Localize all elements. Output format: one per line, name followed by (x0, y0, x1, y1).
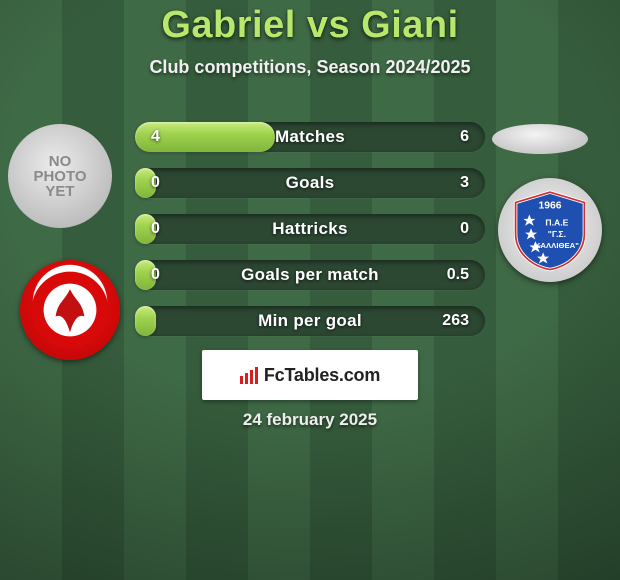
badge-year: 1966 (539, 201, 562, 212)
stat-label: Hattricks (135, 214, 485, 244)
player-right-photo (492, 124, 588, 154)
player-left-photo: NOPHOTOYET (8, 124, 112, 228)
club-left-badge (20, 260, 120, 360)
no-photo-text: NOPHOTOYET (33, 154, 86, 199)
date-label: 24 february 2025 (0, 410, 620, 430)
club-right-badge-svg: 1966 Π.Α.Ε "Γ.Σ. ΚΑΛΛΙΘΕΑ" (507, 187, 593, 273)
content: Gabriel vs Giani Club competitions, Seas… (0, 0, 620, 580)
stat-value-right: 0.5 (447, 260, 469, 290)
stat-value-right: 263 (442, 306, 469, 336)
stat-value-right: 0 (460, 214, 469, 244)
stat-rows: 4Matches60Goals30Hattricks00Goals per ma… (135, 122, 485, 352)
stat-row: Min per goal263 (135, 306, 485, 336)
stat-row: 0Goals3 (135, 168, 485, 198)
stat-row: 0Hattricks0 (135, 214, 485, 244)
stat-label: Goals (135, 168, 485, 198)
stat-row: 4Matches6 (135, 122, 485, 152)
badge-line1: Π.Α.Ε (545, 218, 568, 228)
no-photo-label: NOPHOTOYET (33, 153, 86, 200)
club-left-badge-svg (30, 270, 110, 350)
brand-text: FcTables.com (264, 365, 380, 386)
stat-value-right: 3 (460, 168, 469, 198)
badge-line2: "Γ.Σ. (548, 229, 566, 239)
badge-line3: ΚΑΛΛΙΘΕΑ" (535, 241, 579, 250)
stat-value-right: 6 (460, 122, 469, 152)
brand-box: FcTables.com (202, 350, 418, 400)
stat-label: Min per goal (135, 306, 485, 336)
stat-row: 0Goals per match0.5 (135, 260, 485, 290)
stat-label: Matches (135, 122, 485, 152)
stat-label: Goals per match (135, 260, 485, 290)
page-subtitle: Club competitions, Season 2024/2025 (0, 57, 620, 78)
club-right-badge: 1966 Π.Α.Ε "Γ.Σ. ΚΑΛΛΙΘΕΑ" (498, 178, 602, 282)
page-title: Gabriel vs Giani (0, 0, 620, 47)
brand-bars-icon (240, 367, 258, 384)
